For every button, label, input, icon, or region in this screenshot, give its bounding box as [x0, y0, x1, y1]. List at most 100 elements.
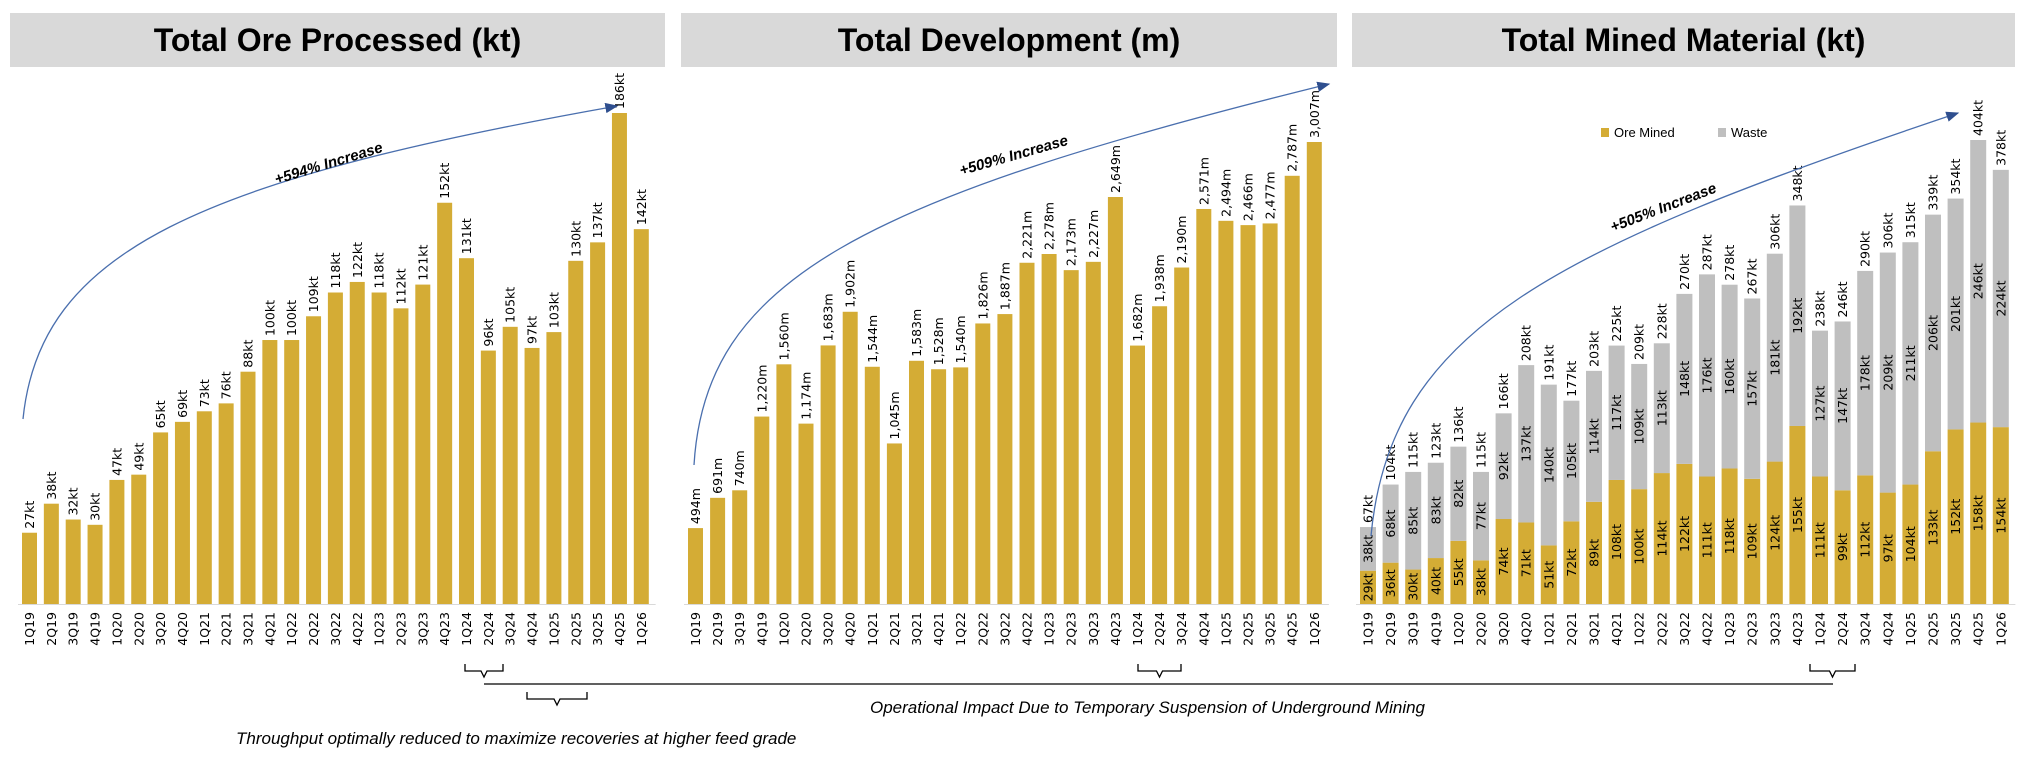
x-tick-label: 4Q22 — [1020, 612, 1035, 646]
data-label-total: 354kt — [1948, 158, 1963, 194]
data-label-total: 246kt — [1835, 281, 1850, 317]
legend-label-ore: Ore Mined — [1614, 125, 1675, 140]
data-label-total: 238kt — [1813, 291, 1828, 327]
data-label: 109kt — [306, 276, 321, 312]
data-label-ore: 109kt — [1745, 523, 1760, 559]
data-label-waste: 224kt — [1993, 280, 2008, 316]
x-tick-label: 3Q22 — [1677, 612, 1692, 646]
bar-ore-mined — [1540, 545, 1557, 604]
bar-waste — [1360, 527, 1376, 571]
x-tick-label: 1Q22 — [953, 612, 968, 646]
data-label-waste: 85kt — [1406, 507, 1421, 535]
data-label: 186kt — [612, 73, 627, 109]
data-label-total: 306kt — [1767, 214, 1782, 250]
bar-waste — [1608, 345, 1625, 480]
bar-waste — [1382, 484, 1399, 563]
x-tick-label: 2Q23 — [1745, 612, 1760, 646]
x-tick-label: 3Q24 — [1174, 612, 1189, 646]
bar — [459, 258, 474, 604]
growth-arrow — [1370, 111, 1960, 537]
x-tick-label: 1Q20 — [1451, 612, 1466, 646]
data-label: 1,560m — [776, 312, 791, 360]
data-label: 100kt — [262, 300, 277, 336]
data-label: 2,190m — [1174, 216, 1189, 264]
brace-suspension-ore — [464, 664, 504, 679]
x-tick-label: 4Q25 — [1971, 612, 1986, 646]
x-tick-label: 2Q21 — [219, 612, 234, 646]
bar — [1019, 262, 1035, 604]
bar-ore-mined — [1676, 463, 1693, 604]
bar — [820, 345, 836, 604]
x-tick-label: 3Q25 — [590, 612, 605, 646]
x-tick-label: 1Q21 — [197, 612, 212, 646]
x-tick-label: 3Q23 — [1767, 612, 1782, 646]
data-label-total: 287kt — [1700, 234, 1715, 270]
data-label-total: 404kt — [1971, 100, 1986, 136]
x-tick-label: 2Q25 — [1241, 612, 1256, 646]
x-tick-label: 4Q24 — [1880, 612, 1895, 646]
data-label-ore: 89kt — [1587, 539, 1602, 567]
data-label: 1,887m — [997, 262, 1012, 310]
bar — [43, 503, 59, 604]
data-label-total: 270kt — [1677, 254, 1692, 290]
data-label: 1,528m — [931, 317, 946, 365]
growth-arrow — [22, 102, 619, 420]
x-tick-label: 3Q20 — [153, 612, 168, 646]
x-tick-label: 3Q19 — [66, 612, 81, 646]
data-label-ore: 108kt — [1609, 524, 1624, 560]
bar-waste — [1540, 384, 1557, 546]
data-label-waste: 117kt — [1609, 395, 1624, 431]
data-label-ore: 30kt — [1406, 573, 1421, 601]
x-tick-label: 3Q24 — [1858, 612, 1873, 646]
data-label: 2,278m — [1042, 202, 1057, 250]
data-label-ore: 133kt — [1926, 510, 1941, 546]
bar — [798, 423, 814, 604]
bar — [1152, 306, 1168, 604]
data-label-waste: 68kt — [1383, 509, 1398, 537]
bar — [87, 524, 103, 604]
bar — [349, 281, 365, 604]
data-label-waste: 92kt — [1496, 452, 1511, 480]
legend-swatch-ore — [1601, 128, 1609, 137]
x-tick-label: 4Q20 — [175, 612, 190, 646]
chart-title-mined-material: Total Mined Material (kt) — [1352, 13, 2015, 67]
x-tick-label: 2Q25 — [568, 612, 583, 646]
bar — [502, 326, 518, 604]
bar-ore-mined — [1925, 451, 1941, 604]
x-tick-label: 4Q23 — [1108, 612, 1123, 646]
data-label-ore: 72kt — [1564, 549, 1579, 577]
bar-waste — [1970, 140, 1987, 423]
bar-ore-mined — [1631, 489, 1648, 604]
data-label-waste: 157kt — [1745, 371, 1760, 407]
data-label: 112kt — [393, 268, 408, 304]
data-label-total: 225kt — [1609, 305, 1624, 341]
data-label-total: 306kt — [1880, 212, 1895, 248]
data-label-ore: 99kt — [1835, 533, 1850, 561]
data-label-ore: 71kt — [1519, 549, 1534, 577]
data-label: 32kt — [66, 487, 81, 515]
bar — [240, 371, 256, 604]
bar — [131, 474, 147, 604]
bar — [1107, 197, 1123, 604]
x-tick-label: 4Q21 — [262, 612, 277, 646]
x-tick-label: 2Q22 — [975, 612, 990, 646]
bar-waste — [1812, 330, 1828, 477]
data-label-total: 166kt — [1496, 373, 1511, 409]
growth-arrow — [693, 81, 1331, 466]
data-label: 1,544m — [865, 315, 880, 363]
x-tick-label: 4Q20 — [843, 612, 858, 646]
x-tick-label: 4Q20 — [1519, 612, 1534, 646]
data-label: 2,227m — [1086, 210, 1101, 258]
bar — [327, 292, 343, 604]
data-label-waste: 206kt — [1926, 315, 1941, 351]
data-label: 105kt — [503, 287, 518, 323]
bar — [306, 316, 322, 604]
bar — [864, 366, 880, 604]
x-tick-label: 1Q22 — [284, 612, 299, 646]
bar — [1262, 223, 1278, 604]
data-label: 1,583m — [909, 309, 924, 357]
x-tick-label: 4Q19 — [754, 612, 769, 646]
data-label: 2,649m — [1108, 145, 1123, 193]
data-label-ore: 104kt — [1903, 526, 1918, 562]
bar — [22, 532, 37, 604]
